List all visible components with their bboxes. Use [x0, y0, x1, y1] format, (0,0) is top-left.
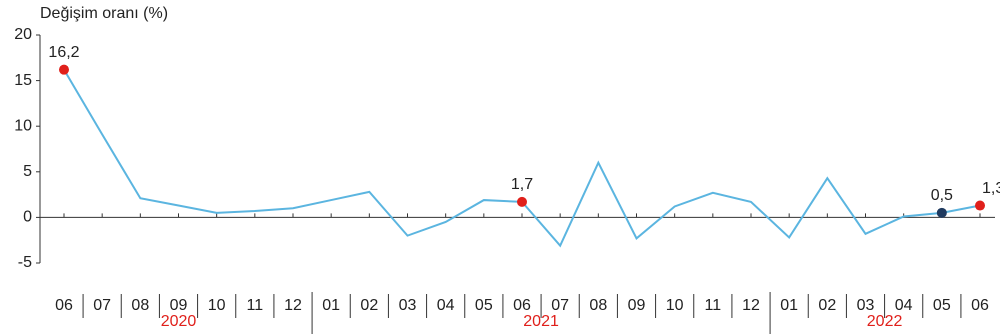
x-tick-label: 12: [284, 297, 302, 314]
y-tick-label: 20: [14, 26, 32, 43]
y-tick-label: 0: [23, 209, 32, 226]
x-tick-label: 01: [780, 297, 798, 314]
x-tick-label: 02: [818, 297, 836, 314]
year-label: 2022: [867, 313, 903, 330]
year-label: 2021: [523, 313, 559, 330]
x-tick-label: 05: [475, 297, 493, 314]
y-tick-label: -5: [18, 254, 32, 271]
x-tick-label: 12: [742, 297, 760, 314]
x-tick-label: 04: [437, 297, 455, 314]
point: [517, 196, 527, 207]
x-tick-label: 08: [589, 297, 607, 314]
x-tick-label: 02: [360, 297, 378, 314]
x-tick-label: 03: [399, 297, 417, 314]
y-tick-label: 15: [14, 72, 32, 89]
line: [63, 69, 981, 248]
value-label: 1,7: [511, 176, 533, 193]
point: [975, 200, 985, 211]
x-tick-label: 07: [93, 297, 111, 314]
x-tick-label: 07: [551, 297, 569, 314]
x-tick-label: 10: [666, 297, 684, 314]
point: [59, 64, 69, 75]
year-label: 2020: [161, 313, 197, 330]
x-tick-label: 11: [705, 297, 722, 314]
x-tick-label: 04: [895, 297, 913, 314]
x-tick-label: 10: [208, 297, 226, 314]
x-tick-label: 06: [513, 297, 531, 314]
x-tick-label: 06: [971, 297, 989, 314]
x-tick-label: 05: [933, 297, 951, 314]
x-tick-label: 01: [322, 297, 340, 314]
value-label: 16,2: [48, 44, 79, 61]
x-tick-label: 09: [170, 297, 188, 314]
y-tick-label: 5: [23, 163, 32, 180]
value-label: 1,3: [982, 180, 1000, 197]
axis-title: Değişim oranı (%): [40, 5, 168, 22]
y-tick-label: 10: [14, 117, 32, 134]
point: [936, 207, 947, 218]
x-tick-label: 08: [131, 297, 149, 314]
x-tick-label: 09: [628, 297, 646, 314]
value-label: 0,5: [931, 187, 953, 204]
x-tick-label: 06: [55, 297, 73, 314]
x-tick-label: 11: [247, 297, 264, 314]
x-tick-label: 03: [857, 297, 875, 314]
